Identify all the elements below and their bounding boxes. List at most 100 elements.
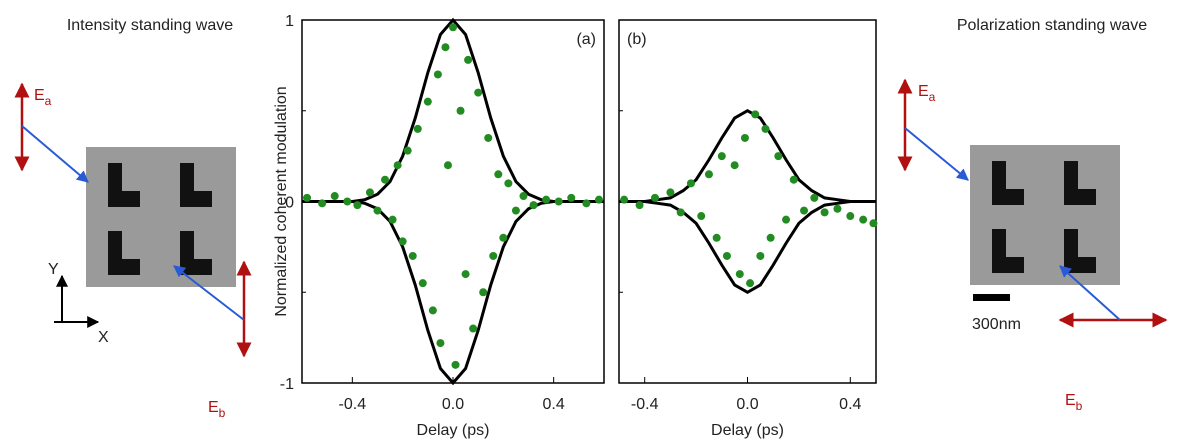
x-axis-label: Delay (ps)	[417, 422, 490, 439]
scale-bar	[973, 294, 1010, 301]
data-point	[676, 208, 685, 217]
data-point	[441, 43, 450, 52]
data-point	[464, 55, 473, 64]
y-tick-label: -1	[280, 376, 294, 393]
x-tick-label: -0.4	[631, 396, 659, 413]
data-point	[519, 192, 528, 201]
data-point	[388, 215, 397, 224]
data-point	[582, 199, 591, 208]
data-point	[697, 212, 706, 221]
data-point	[846, 212, 855, 221]
field-label: Eb	[208, 399, 226, 420]
sem-image	[86, 147, 236, 287]
fit-curve	[302, 17, 604, 203]
field-label: Ea	[918, 83, 936, 104]
k-arrow	[173, 265, 245, 321]
data-point	[735, 270, 744, 279]
data-point	[542, 195, 551, 204]
data-point	[650, 193, 659, 202]
x-tick-label: 0.0	[736, 396, 758, 413]
data-point	[330, 192, 339, 201]
data-point	[869, 219, 878, 228]
data-point	[381, 175, 390, 184]
plot-frame	[618, 19, 877, 384]
data-point	[766, 233, 775, 242]
diagram-title: Intensity standing wave	[67, 17, 233, 34]
data-point	[408, 251, 417, 260]
data-point	[461, 270, 470, 279]
data-point	[686, 179, 695, 188]
data-point	[318, 199, 327, 208]
k-arrow	[1059, 265, 1121, 321]
data-point	[484, 133, 493, 142]
data-point	[859, 215, 868, 224]
data-point	[456, 106, 465, 115]
panel-label: (b)	[627, 31, 647, 48]
data-point	[303, 193, 312, 202]
data-point	[398, 237, 407, 246]
data-point	[730, 161, 739, 170]
axis-name: X	[98, 329, 109, 346]
data-point	[774, 152, 783, 161]
sem-image	[970, 145, 1120, 285]
y-tick-label: 0	[285, 195, 294, 212]
data-point	[343, 197, 352, 206]
data-point	[782, 215, 791, 224]
data-point	[756, 251, 765, 260]
diagram-title: Polarization standing wave	[957, 17, 1147, 34]
data-point	[820, 208, 829, 217]
data-point	[451, 360, 460, 369]
data-point	[474, 88, 483, 97]
data-point	[489, 251, 498, 260]
data-point	[833, 204, 842, 213]
data-point	[717, 152, 726, 161]
data-point	[433, 70, 442, 79]
x-tick-label: -0.4	[339, 396, 367, 413]
right-diagram: Polarization standing wave Ea 300nm Eb	[897, 17, 1168, 413]
data-point	[373, 206, 382, 215]
x-tick-label: 0.4	[839, 396, 861, 413]
fit-curve	[619, 200, 876, 294]
data-point	[704, 170, 713, 179]
data-point	[635, 201, 644, 210]
fit-curve	[619, 109, 876, 203]
data-point	[365, 188, 374, 197]
axis-name: Y	[48, 261, 59, 278]
data-point	[469, 324, 478, 333]
data-point	[418, 279, 427, 288]
data-point	[504, 179, 513, 188]
data-point	[751, 110, 760, 119]
data-point	[554, 197, 563, 206]
data-point	[428, 306, 437, 315]
x-axis-label: Delay (ps)	[711, 422, 784, 439]
data-point	[353, 201, 362, 210]
y-axis-label: Normalized coherent modulation	[273, 86, 290, 316]
scale-label: 300nm	[972, 316, 1021, 333]
data-point	[413, 124, 422, 133]
data-point	[567, 193, 576, 202]
data-point	[746, 279, 755, 288]
data-point	[810, 193, 819, 202]
data-point	[443, 161, 452, 170]
data-point	[479, 288, 488, 297]
data-point	[800, 206, 809, 215]
data-point	[403, 146, 412, 155]
data-point	[712, 233, 721, 242]
k-arrow	[904, 127, 969, 181]
data-point	[436, 339, 445, 348]
data-point	[511, 206, 520, 215]
x-tick-label: 0.4	[543, 396, 565, 413]
data-point	[761, 124, 770, 133]
x-tick-label: 0.0	[442, 396, 464, 413]
data-point	[722, 251, 731, 260]
data-point	[620, 195, 629, 204]
y-tick-label: 1	[285, 13, 294, 30]
data-point	[789, 175, 798, 184]
data-point	[393, 161, 402, 170]
data-point	[449, 23, 457, 32]
data-point	[423, 97, 432, 106]
data-point	[529, 201, 538, 210]
data-point	[594, 195, 603, 204]
data-point	[494, 170, 503, 179]
